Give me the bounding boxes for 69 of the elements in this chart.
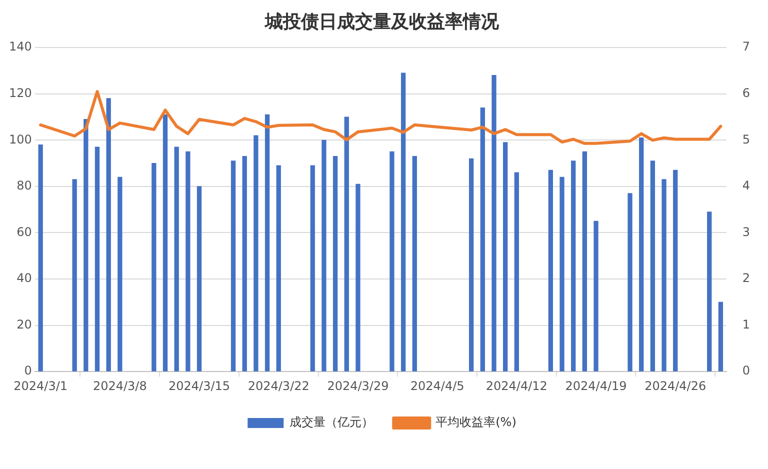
bar [254,135,258,372]
x-tick-label: 2024/3/29 [327,378,389,393]
x-tick-label: 2024/4/26 [644,378,706,393]
bar [480,107,485,372]
bar [582,151,588,372]
bar [594,220,598,372]
bar [673,170,678,372]
bar [650,160,656,372]
x-tick-label: 2024/3/1 [14,378,68,393]
y-tick-label: 40 [16,271,32,286]
y2-tick-label: 0 [742,364,750,378]
y2-tick-label: 3 [742,224,750,239]
bar [186,151,190,372]
bar [152,162,156,372]
bar [662,179,666,372]
y-tick-label: 20 [16,317,32,332]
bar [344,116,349,372]
bar [707,212,712,372]
y-tick-label: 0 [24,364,32,378]
bar [38,144,43,372]
bar [514,172,519,372]
bar [356,184,360,372]
y2-tick-label: 4 [742,178,750,193]
legend-label: 平均收益率(%) [436,415,516,430]
bar [412,156,417,372]
bar [106,98,111,372]
bar [84,119,88,372]
bar [162,114,168,372]
x-tick-label: 2024/4/19 [565,378,627,393]
y2-tick-label: 6 [742,86,750,100]
y-tick-label: 120 [9,86,32,100]
y-tick-label: 60 [16,224,32,239]
y-tick-label: 80 [16,178,32,193]
bar [571,160,576,372]
bar [242,156,247,372]
chart-title: 城投债日成交量及收益率情况 [264,11,500,32]
bar [390,151,394,372]
bar [118,176,122,372]
bar [276,165,281,372]
bar [400,72,406,372]
bar [174,146,179,372]
bar [264,114,270,372]
bar [639,138,644,372]
bar [502,142,508,372]
bar [492,75,496,372]
bar [468,158,474,372]
x-tick-label: 2024/4/12 [486,378,548,393]
y2-tick-label: 2 [742,271,750,286]
y-tick-label: 140 [9,40,32,54]
x-tick-label: 2024/4/5 [410,378,464,393]
bar [230,160,236,372]
bar [310,165,315,372]
y2-tick-label: 7 [742,40,750,54]
x-tick-label: 2024/3/22 [248,378,310,393]
bar [322,140,326,372]
y-tick-label: 100 [9,132,32,146]
y2-tick-label: 5 [742,132,750,146]
x-tick-label: 2024/3/15 [168,378,230,393]
x-tick-label: 2024/3/8 [92,378,147,393]
bar [548,170,553,372]
bar [72,179,77,372]
legend-label: 成交量（亿元） [290,415,374,430]
bar [196,186,202,372]
y2-tick-label: 1 [742,317,750,332]
bar [718,302,724,372]
bar [332,156,338,372]
bar [560,176,564,372]
bar [628,193,632,372]
bar [94,146,100,372]
